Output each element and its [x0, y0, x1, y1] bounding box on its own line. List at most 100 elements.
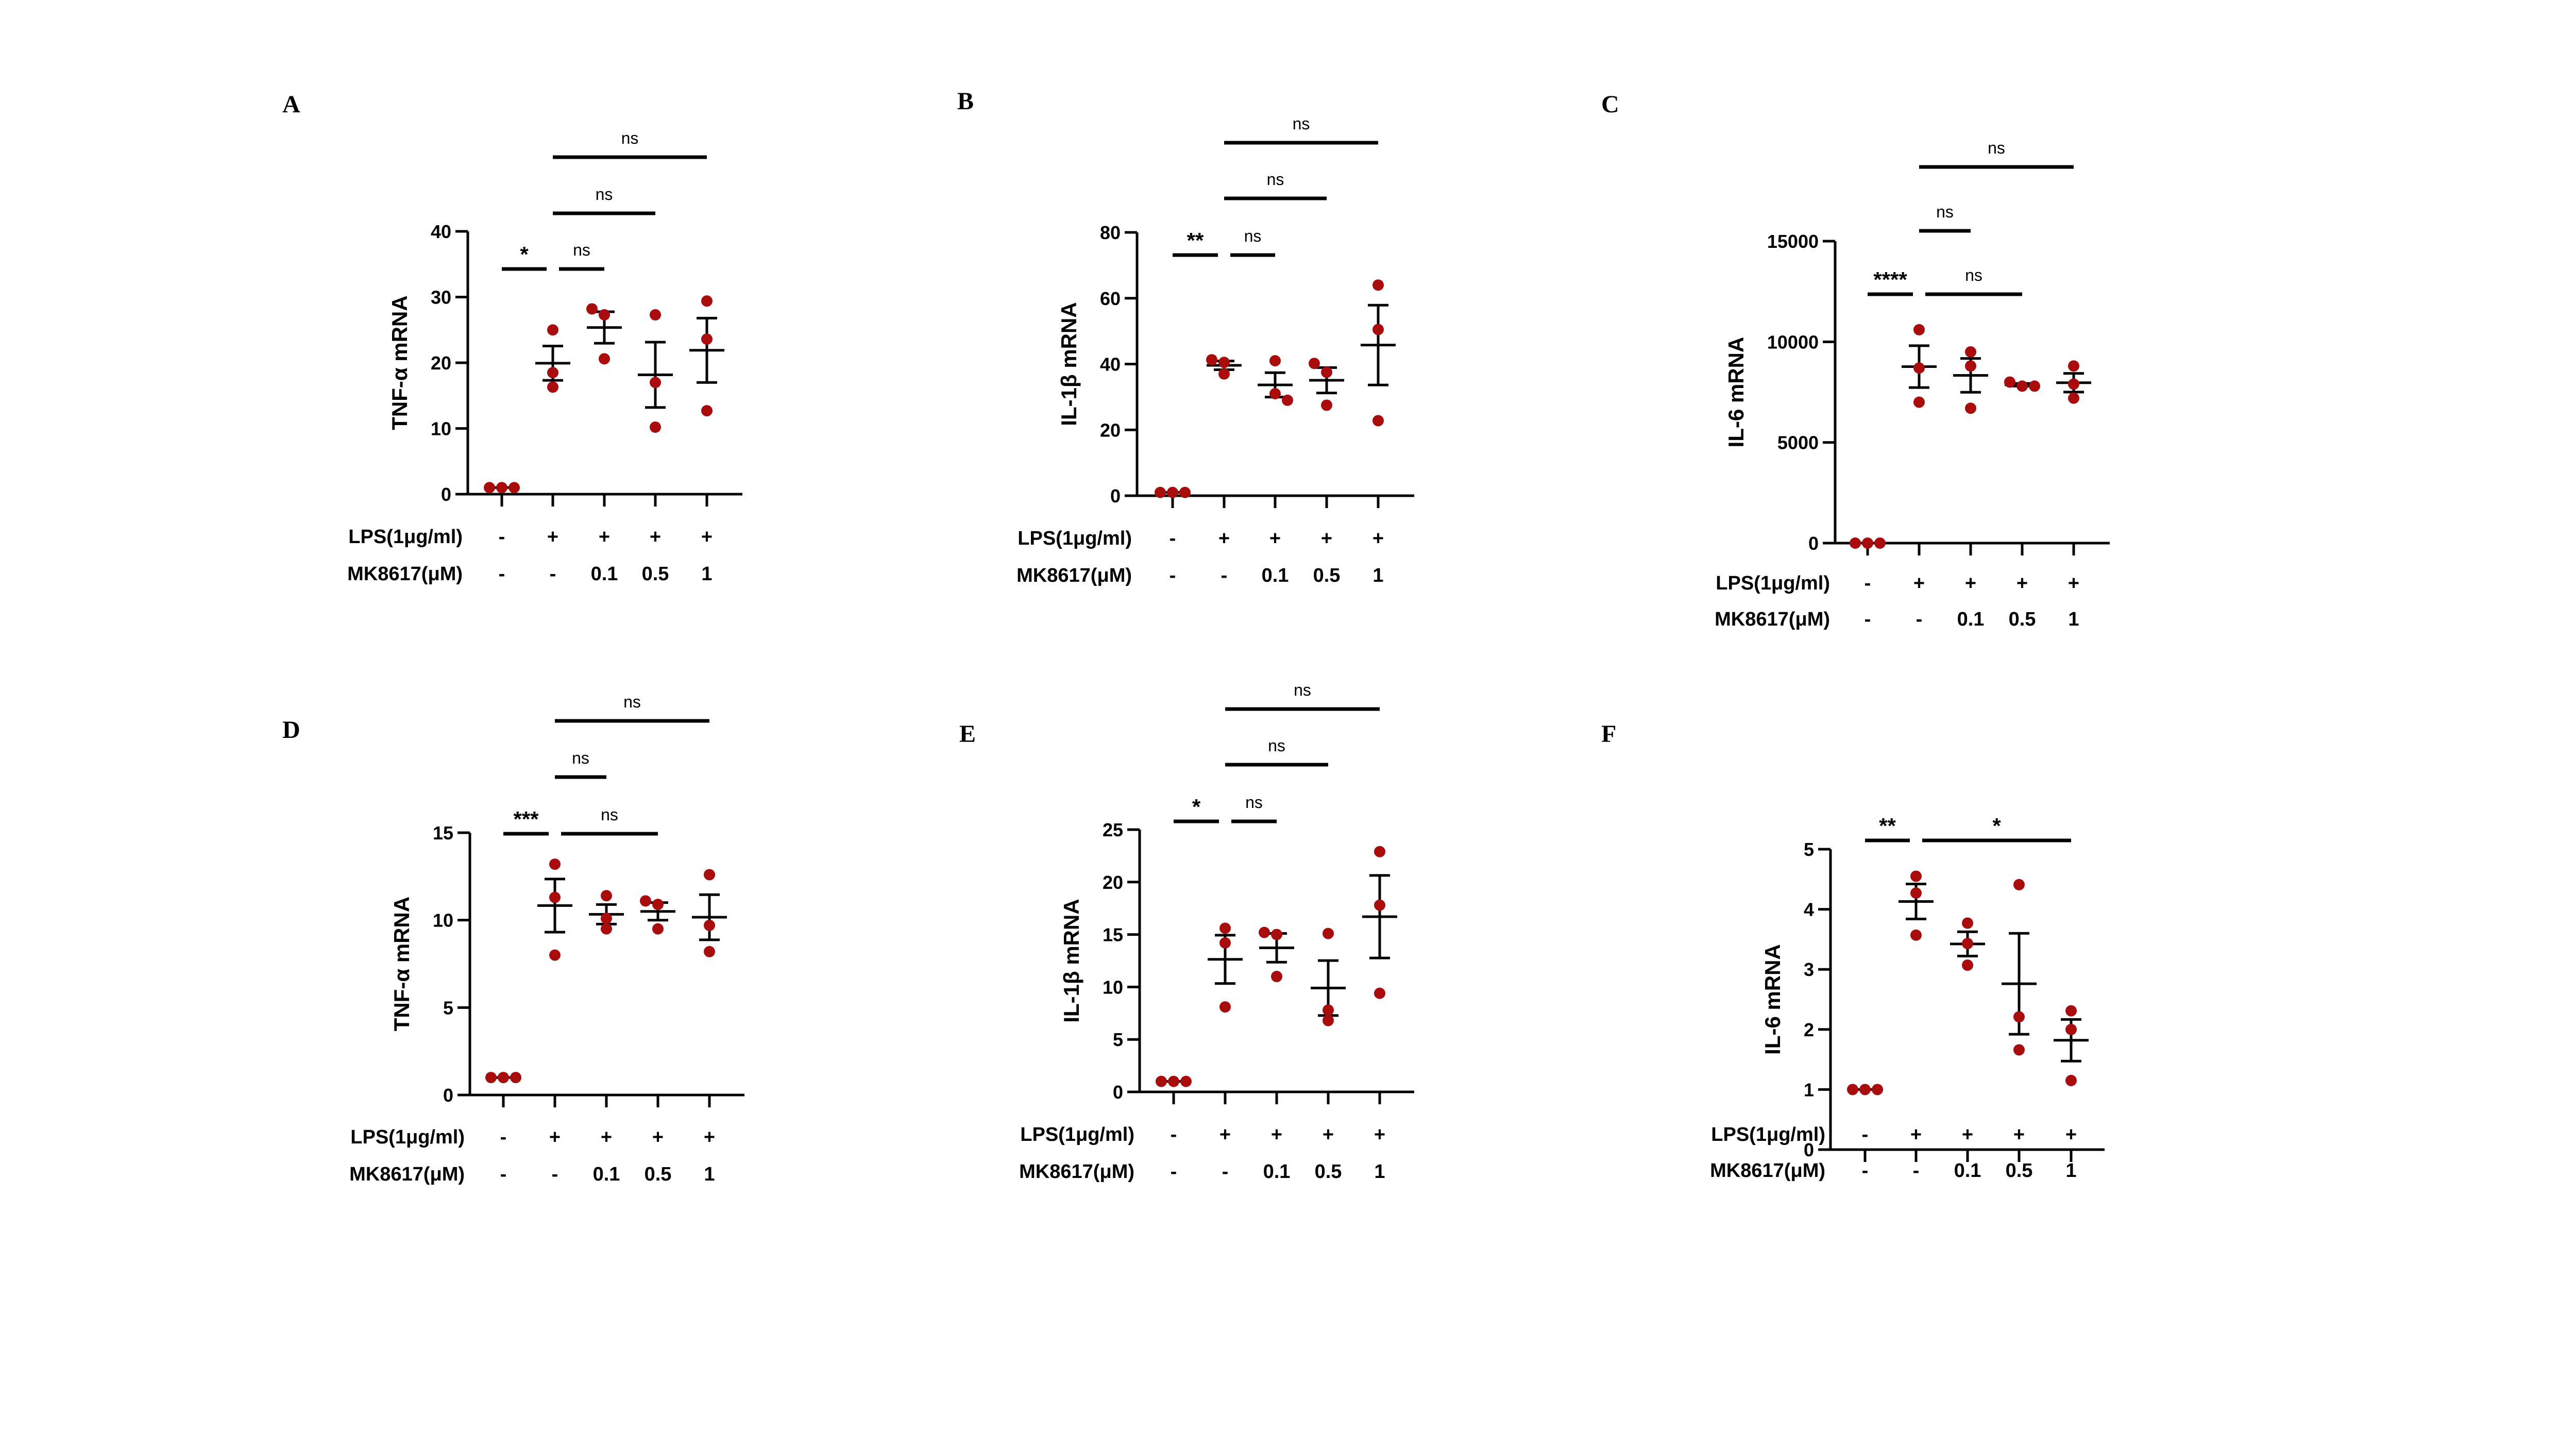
y-axis-label: IL-6 mRNA [1724, 337, 1748, 448]
data-point [498, 1072, 509, 1084]
y-tick-label: 2 [1804, 1019, 1814, 1040]
significance-label: ns [1936, 203, 1954, 221]
lps-value: + [1962, 1124, 1973, 1145]
y-tick-label: 4 [1804, 899, 1814, 920]
mk8617-value: 1 [1374, 1161, 1385, 1183]
data-point [652, 923, 664, 935]
significance-label: *** [513, 807, 539, 831]
mk8617-value: 1 [2068, 609, 2079, 630]
significance-bracket: ns [553, 185, 655, 215]
y-tick-label: 60 [1100, 288, 1121, 309]
panel-letter: E [959, 720, 976, 748]
lps-value: - [1862, 1124, 1869, 1145]
data-point [704, 919, 715, 931]
mk8617-row-label: MK8617(μM) [1019, 1161, 1134, 1183]
significance-label: ns [1988, 139, 2005, 157]
lps-row-label: LPS(1μg/ml) [1711, 1124, 1825, 1145]
mk8617-value: - [1913, 1160, 1920, 1182]
significance-label: ** [1187, 228, 1204, 252]
y-tick-label: 40 [1100, 354, 1121, 375]
significance-bracket: ns [1919, 203, 1971, 233]
significance-bracket: ns [555, 693, 709, 723]
y-axis-label: IL-1β mRNA [1059, 899, 1083, 1022]
y-tick-label: 10 [433, 910, 453, 931]
panel-A: A 0 10 20 30 40 TNF-α mRNA - - + - +0.1 +0.5 +1 LPS(1μ… [282, 91, 742, 585]
mk8617-value: 1 [704, 1164, 715, 1185]
panel-C: C 0 5000 10000 15000 IL-6 mRNA - - + - +0.1 +0.5 +1 L… [1601, 91, 2110, 630]
mk8617-value: 0.5 [642, 563, 669, 585]
mk8617-value: 1 [2065, 1160, 2076, 1182]
lps-value: + [1321, 528, 1332, 549]
data-point [1156, 1075, 1167, 1087]
y-tick-label: 80 [1100, 222, 1121, 243]
data-point [601, 890, 612, 902]
lps-value: - [1170, 528, 1176, 549]
data-point [1372, 279, 1384, 291]
lps-value: - [1865, 572, 1871, 594]
significance-label: ns [1244, 227, 1262, 245]
mk8617-value: 0.5 [1313, 565, 1341, 586]
lps-value: + [601, 1126, 612, 1148]
y-tick-label: 20 [431, 352, 451, 374]
significance-label: ns [1294, 681, 1311, 699]
panel-B: B 0 20 40 60 80 IL-1β mRNA - - + - +0.1 +0.5 +1 LPS(1μ… [957, 88, 1414, 586]
data-point [1910, 870, 1922, 882]
data-point [1965, 360, 1976, 372]
significance-label: * [1192, 795, 1201, 819]
y-tick-label: 15 [433, 822, 453, 844]
data-point [549, 858, 561, 870]
data-point [650, 421, 661, 433]
data-point [701, 405, 713, 417]
significance-bracket: ns [1919, 139, 2074, 169]
data-point [547, 324, 558, 336]
significance-label: ** [1879, 814, 1896, 838]
panel-E: E 0 5 10 15 20 25 IL-1β mRNA - - + - +0.1 +0.5 +1 LPS(1… [959, 681, 1414, 1183]
significance-label: ns [1965, 266, 1982, 284]
lps-row-label: LPS(1μg/ml) [1020, 1124, 1134, 1145]
y-tick-label: 0 [1113, 1082, 1123, 1103]
significance-bracket: ns [1225, 681, 1380, 711]
y-tick-label: 5 [443, 997, 453, 1018]
data-point [1374, 987, 1385, 999]
data-point [2013, 1044, 2025, 1056]
y-tick-label: 5000 [1777, 432, 1819, 453]
data-point [1859, 1084, 1871, 1096]
data-point [2068, 360, 2079, 372]
significance-bracket: ns [1224, 114, 1378, 145]
data-point [2068, 392, 2079, 404]
y-tick-label: 0 [443, 1085, 453, 1106]
significance-bracket: ns [1925, 266, 2022, 296]
data-point [1269, 355, 1281, 367]
data-point [1323, 1015, 1334, 1026]
y-tick-label: 5 [1804, 839, 1814, 860]
mk8617-value: 0.1 [593, 1164, 620, 1185]
significance-bracket: * [502, 242, 547, 271]
data-point [1321, 399, 1332, 411]
lps-row-label: LPS(1μg/ml) [348, 526, 463, 548]
data-point [1862, 537, 1873, 549]
significance-bracket: *** [503, 807, 549, 836]
y-tick-label: 15000 [1767, 231, 1819, 252]
lps-value: + [1218, 528, 1230, 549]
mk8617-value: - [1171, 1161, 1177, 1183]
data-point [1374, 846, 1385, 857]
lps-row-label: LPS(1μg/ml) [1018, 528, 1132, 549]
y-axis-label: IL-1β mRNA [1057, 302, 1081, 426]
data-point [1323, 928, 1334, 939]
significance-bracket: ns [1230, 227, 1275, 257]
lps-value: + [1271, 1124, 1282, 1145]
data-point [1910, 887, 1922, 899]
data-point [1179, 486, 1191, 498]
data-point [704, 946, 715, 957]
mk8617-value: - [552, 1164, 558, 1185]
y-tick-label: 20 [1100, 419, 1121, 441]
data-point [2013, 879, 2025, 890]
data-point [1913, 362, 1925, 374]
panel-letter: F [1601, 720, 1616, 748]
data-point [2016, 380, 2028, 392]
lps-value: + [1219, 1124, 1231, 1145]
lps-value: + [701, 526, 713, 548]
significance-label: ns [1293, 114, 1310, 133]
y-tick-label: 0 [1804, 1139, 1814, 1160]
mk8617-value: 1 [1372, 565, 1383, 586]
